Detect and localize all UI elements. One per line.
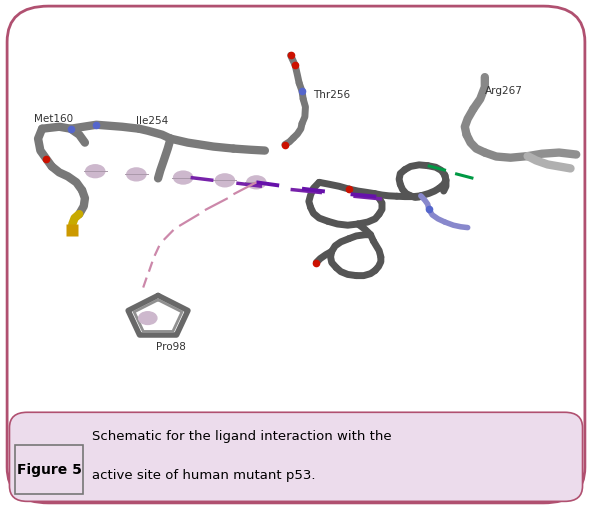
FancyBboxPatch shape [9,412,583,501]
Bar [15,445,83,494]
Text: Pro98: Pro98 [156,342,186,352]
Text: Thr256: Thr256 [313,90,350,100]
Circle shape [139,312,157,324]
Circle shape [173,171,194,185]
Text: Met160: Met160 [34,114,73,124]
Text: Figure 5: Figure 5 [17,463,82,477]
Circle shape [85,164,105,178]
Text: Arg267: Arg267 [485,86,523,96]
FancyBboxPatch shape [7,6,585,503]
Text: active site of human mutant p53.: active site of human mutant p53. [92,469,316,483]
Circle shape [126,167,147,182]
Text: Schematic for the ligand interaction with the: Schematic for the ligand interaction wit… [92,430,391,443]
Circle shape [246,175,266,189]
Text: Ile254: Ile254 [136,116,169,126]
Circle shape [215,173,235,187]
